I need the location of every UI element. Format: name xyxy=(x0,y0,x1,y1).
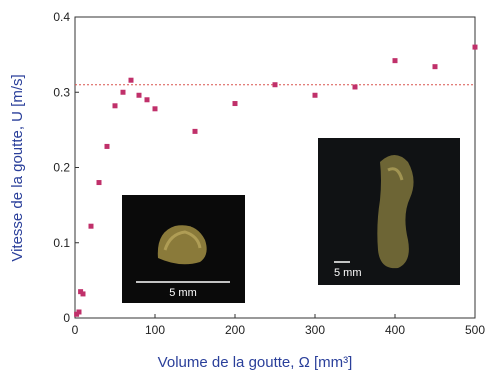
data-point xyxy=(105,144,110,149)
data-point xyxy=(393,58,398,63)
data-point xyxy=(353,84,358,89)
y-axis-label: Vitesse de la goutte, U [m/s] xyxy=(9,74,26,261)
data-point xyxy=(97,180,102,185)
data-point xyxy=(81,291,86,296)
page: {"chart_data": {"type": "scatter", "x_la… xyxy=(0,0,486,380)
y-tick-label: 0.1 xyxy=(53,236,70,250)
y-tick-label: 0 xyxy=(63,311,70,325)
x-tick-label: 400 xyxy=(385,323,405,337)
data-point xyxy=(233,101,238,106)
data-point xyxy=(313,93,318,98)
data-point xyxy=(129,78,134,83)
chart: 5 mm 5 mm Volume de la goutte, Ω [mm³] V… xyxy=(0,0,486,380)
data-point xyxy=(121,90,126,95)
scale-label: 5 mm xyxy=(169,287,197,299)
data-point xyxy=(113,103,118,108)
data-point xyxy=(273,82,278,87)
data-point xyxy=(473,45,478,50)
x-tick-label: 200 xyxy=(225,323,245,337)
data-point xyxy=(145,97,150,102)
data-point xyxy=(137,93,142,98)
data-point xyxy=(89,224,94,229)
data-point xyxy=(77,309,82,314)
y-tick-label: 0.3 xyxy=(53,85,70,99)
scale-label: 5 mm xyxy=(334,267,362,279)
y-tick-label: 0.2 xyxy=(53,161,70,175)
x-tick-label: 0 xyxy=(72,323,79,337)
data-point xyxy=(433,64,438,69)
y-tick-label: 0.4 xyxy=(53,10,70,24)
data-point xyxy=(193,129,198,134)
x-tick-label: 300 xyxy=(305,323,325,337)
x-axis-label: Volume de la goutte, Ω [mm³] xyxy=(158,354,353,371)
x-tick-label: 100 xyxy=(145,323,165,337)
inset-photo-large: 5 mm xyxy=(318,138,460,285)
x-tick-label: 500 xyxy=(465,323,485,337)
inset-photo-small: 5 mm xyxy=(122,195,245,303)
data-point xyxy=(153,106,158,111)
